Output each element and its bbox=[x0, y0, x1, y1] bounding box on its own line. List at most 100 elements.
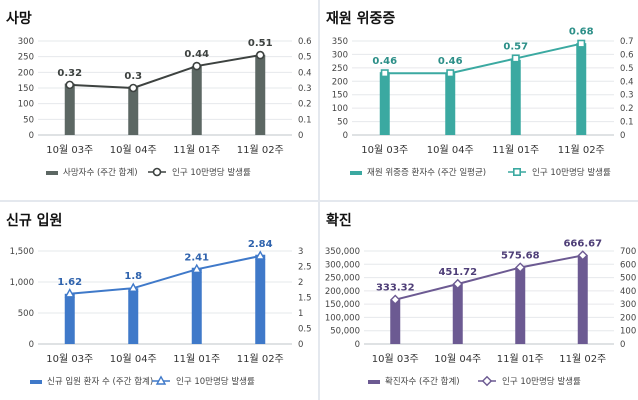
y2-tick-label: 0.5 bbox=[620, 64, 634, 74]
data-label: 451.72 bbox=[438, 267, 477, 278]
y2-tick-label: 1 bbox=[298, 309, 303, 319]
y2-tick-label: 500 bbox=[620, 274, 636, 284]
y2-tick-label: 0.2 bbox=[620, 104, 634, 114]
bar bbox=[64, 293, 75, 344]
y2-tick-label: 0.6 bbox=[298, 37, 312, 47]
data-label: 0.3 bbox=[124, 71, 142, 82]
line-marker-diamond bbox=[390, 294, 401, 305]
y-tick-label: 200 bbox=[332, 77, 348, 87]
data-label: 1.62 bbox=[57, 277, 82, 288]
data-label: 0.32 bbox=[57, 68, 82, 79]
bar bbox=[64, 83, 75, 135]
bar bbox=[390, 299, 401, 344]
legend: 확진자수 (주간 합계) 인구 10만명당 발생률 bbox=[368, 375, 581, 387]
y2-tick-label: 0.5 bbox=[298, 53, 312, 63]
bar bbox=[452, 283, 463, 344]
y2-tick-label: 200 bbox=[620, 313, 636, 323]
y2-tick-label: 0.6 bbox=[620, 50, 634, 60]
line-marker-diamond bbox=[452, 278, 463, 290]
chart-svg: 0 500 1,000 1,500 0 0.5 1 1.5 2 2.5 3 10월 03주 10월 04… bbox=[10, 239, 312, 387]
bar bbox=[255, 54, 266, 135]
chart-panel-deaths: 사망 0 50 100 150 200 250 300 0 0.1 0.2 0.3 0.4 0.5 0.6… bbox=[0, 0, 316, 198]
data-label: 1.8 bbox=[124, 271, 142, 282]
line-marker-triangle bbox=[255, 250, 266, 260]
line-marker-diamond bbox=[577, 250, 588, 261]
chart-title: 재원 위중증 bbox=[326, 11, 396, 27]
y-tick-label: 150 bbox=[18, 84, 34, 94]
y2-tick-label: 0.1 bbox=[620, 118, 634, 128]
legend-label-line: 인구 10만명당 발생률 bbox=[172, 167, 251, 178]
y2-tick-label: 0 bbox=[298, 131, 303, 141]
category-label: 11월 02주 bbox=[558, 144, 605, 156]
bar bbox=[445, 72, 456, 135]
legend-bar-swatch bbox=[368, 380, 380, 384]
line-marker-triangle bbox=[155, 375, 167, 385]
y2-tick-label: 0 bbox=[298, 340, 303, 350]
y-tick-label: 50 bbox=[337, 118, 348, 128]
category-label: 10월 04주 bbox=[434, 353, 481, 365]
line-marker-square bbox=[577, 39, 586, 48]
y-tick-label: 300 bbox=[18, 37, 34, 47]
data-label: 0.46 bbox=[438, 56, 463, 67]
category-label: 10월 04주 bbox=[427, 144, 474, 156]
data-label: 0.68 bbox=[569, 27, 594, 38]
bar bbox=[255, 254, 266, 344]
y2-tick-label: 0.4 bbox=[620, 77, 634, 87]
legend-bar-swatch bbox=[46, 171, 58, 175]
chart-title: 신규 입원 bbox=[6, 213, 63, 229]
category-label: 11월 02주 bbox=[559, 353, 606, 365]
y2-tick-label: 0.1 bbox=[298, 115, 312, 125]
series-line bbox=[384, 42, 582, 75]
line-marker-circle bbox=[152, 167, 162, 177]
chart-panel-confirmed: 확진 0 50,000 100,000 150,000 200,000 250,000 30… bbox=[320, 202, 638, 400]
chart-svg: 0 50 100 150 200 250 300 0 0.1 0.2 0.3 0.4 0.5 0.6 10월… bbox=[18, 37, 312, 178]
y-tick-label: 0 bbox=[29, 131, 34, 141]
legend-label-bars: 재원 위중증 환자수 (주간 일평균) bbox=[367, 167, 486, 178]
data-label: 2.41 bbox=[184, 252, 209, 263]
y2-tick-label: 0 bbox=[620, 131, 625, 141]
category-label: 11월 01주 bbox=[173, 353, 220, 365]
y2-tick-label: 600 bbox=[620, 260, 636, 270]
data-label: 575.68 bbox=[501, 251, 540, 262]
y2-tick-label: 3 bbox=[298, 247, 303, 257]
category-label: 10월 03주 bbox=[361, 144, 408, 156]
category-label: 10월 04주 bbox=[110, 144, 157, 156]
bar bbox=[576, 43, 587, 135]
y-tick-label: 500 bbox=[18, 309, 34, 319]
legend-label-line: 인구 10만명당 발생률 bbox=[502, 376, 581, 387]
bar bbox=[191, 267, 202, 344]
category-label: 11월 01주 bbox=[492, 144, 539, 156]
y2-tick-label: 1.5 bbox=[298, 294, 312, 304]
data-label: 0.46 bbox=[372, 56, 397, 67]
y2-tick-label: 400 bbox=[620, 287, 636, 297]
y2-tick-label: 0.4 bbox=[298, 68, 312, 78]
y2-tick-label: 0.2 bbox=[298, 100, 312, 110]
legend-bar-swatch bbox=[30, 380, 42, 384]
data-label: 666.67 bbox=[563, 238, 602, 249]
line-marker-circle bbox=[255, 50, 265, 60]
y2-tick-label: 0.7 bbox=[620, 37, 634, 47]
y-tick-label: 0 bbox=[29, 340, 34, 350]
y2-tick-label: 700 bbox=[620, 247, 636, 257]
line-marker-square bbox=[380, 69, 389, 78]
y2-tick-label: 0.3 bbox=[620, 91, 634, 101]
legend-label-bars: 신규 입원 환자 수 (주간 합계) bbox=[47, 376, 153, 387]
line-marker-square bbox=[513, 168, 522, 177]
category-label: 10월 03주 bbox=[46, 353, 93, 365]
y2-tick-label: 0.3 bbox=[298, 84, 312, 94]
y2-tick-label: 2.5 bbox=[298, 263, 312, 273]
data-label: 2.84 bbox=[248, 239, 273, 250]
line-marker-circle bbox=[192, 61, 202, 71]
y-tick-label: 250 bbox=[18, 53, 34, 63]
y-tick-label: 150 bbox=[332, 91, 348, 101]
category-label: 10월 03주 bbox=[372, 353, 419, 365]
line-marker-triangle bbox=[191, 263, 202, 273]
line-marker-square bbox=[511, 54, 520, 63]
series-line bbox=[69, 54, 261, 90]
y2-tick-label: 2 bbox=[298, 278, 303, 288]
category-label: 11월 02주 bbox=[237, 144, 284, 156]
y-tick-label: 0 bbox=[343, 131, 348, 141]
y-tick-label: 250 bbox=[332, 64, 348, 74]
bar bbox=[515, 267, 526, 344]
line-marker-diamond bbox=[515, 262, 526, 273]
